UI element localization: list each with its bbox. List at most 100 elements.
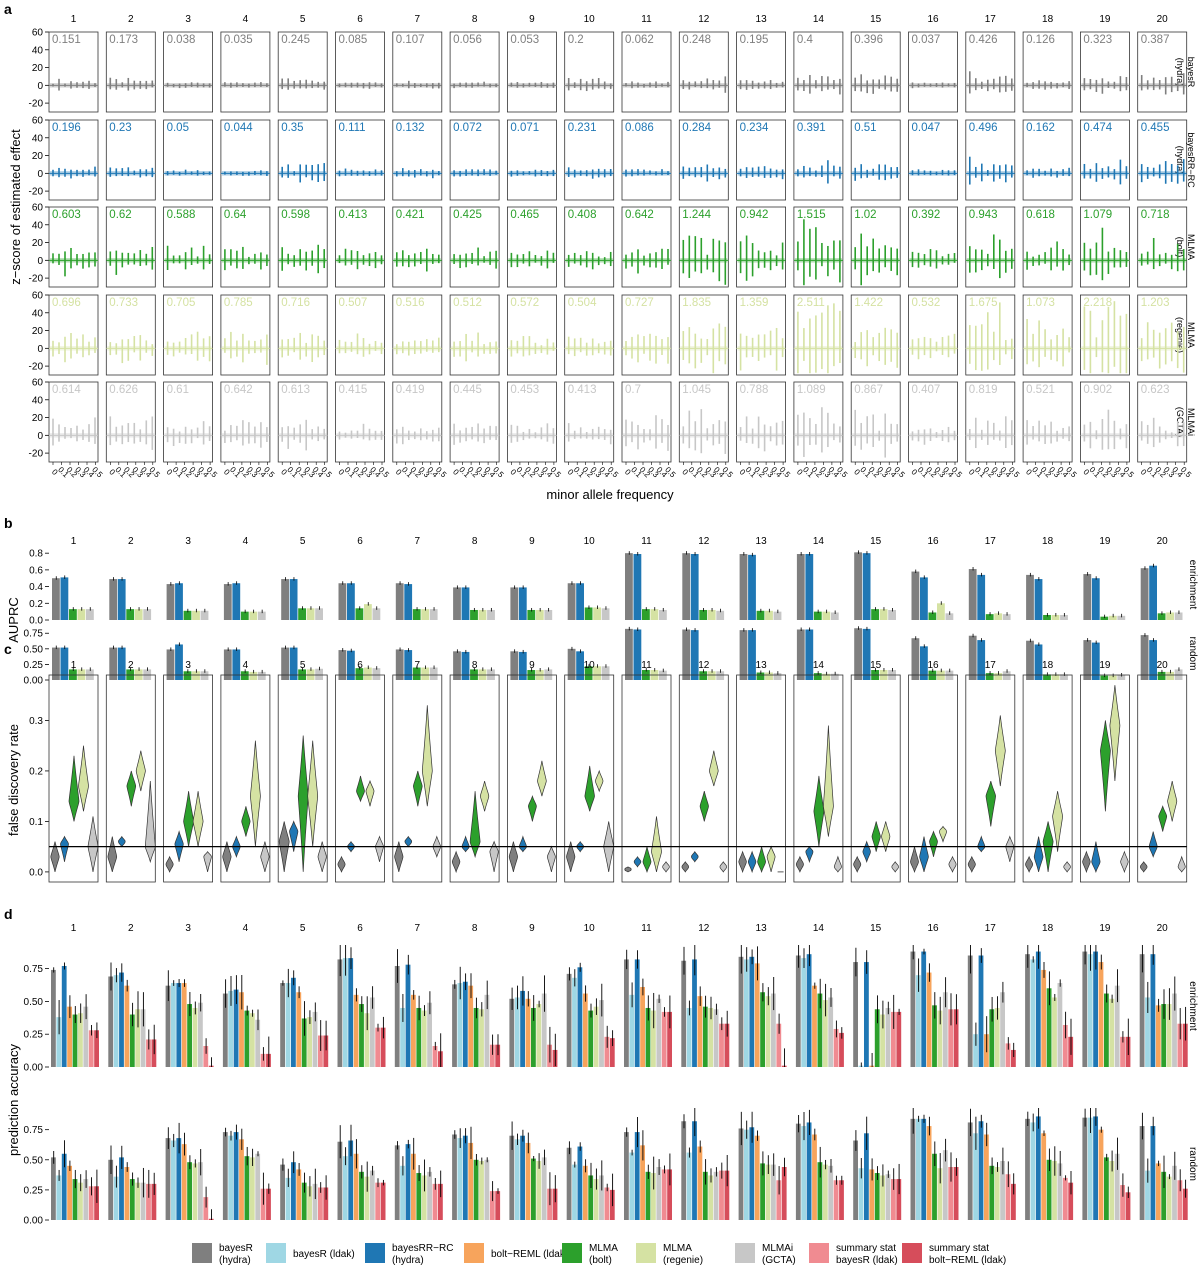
facet-value: 0.35 xyxy=(281,122,303,134)
bar-boltREML xyxy=(697,1146,703,1220)
facet-value: 0.086 xyxy=(625,122,654,134)
facet-value: 0.727 xyxy=(625,297,654,309)
bar-bayesR_ldak xyxy=(457,1138,463,1220)
bar-MLMAi_GCTA xyxy=(429,609,438,620)
bar-MLMAi_GCTA xyxy=(1002,614,1011,620)
bar-MLMA_bolt xyxy=(244,1156,250,1220)
facet-panel xyxy=(793,31,844,113)
bar-ss_bayesR xyxy=(489,1191,495,1220)
x-tick-label: 0.5 xyxy=(549,465,564,480)
bar-bayesR_hydra xyxy=(739,554,748,620)
facet-value: 0.396 xyxy=(854,34,883,46)
bar-MLMA_regenie xyxy=(364,1013,370,1067)
bar-MLMAi_GCTA xyxy=(140,1182,146,1220)
bar-MLMA_bolt xyxy=(699,609,708,620)
y-tick-label: 0.00 xyxy=(24,1216,44,1227)
facet-panel xyxy=(908,206,958,288)
facet-label: 17 xyxy=(985,660,997,671)
facet-value: 0.614 xyxy=(52,384,81,396)
bar-boltREML xyxy=(124,1167,130,1220)
facet-label: 2 xyxy=(128,14,134,25)
violin-MLMA_regenie xyxy=(78,745,89,812)
bar-boltREML xyxy=(984,1134,989,1220)
bar-MLMAi_GCTA xyxy=(1117,675,1126,680)
bar-MLMAi_GCTA xyxy=(1060,614,1068,620)
bar-MLMA_regenie xyxy=(593,1006,599,1067)
x-tick-label: 0.5 xyxy=(663,465,678,480)
facet-label: 14 xyxy=(813,536,825,547)
violin-MLMA_regenie xyxy=(823,725,834,837)
facet-value: 0.445 xyxy=(453,384,482,396)
bar-ss_boltREML xyxy=(839,1180,844,1220)
x-tick-label: 0.5 xyxy=(90,465,105,480)
x-tick-label: 0 xyxy=(337,467,347,477)
facet-panel xyxy=(392,381,443,463)
bar-bayesR_ldak xyxy=(1030,959,1036,1067)
bar-MLMAi_GCTA xyxy=(372,668,381,680)
bar-ss_bayesR xyxy=(88,1186,94,1220)
facet-label: 2 xyxy=(128,660,134,671)
bar-MLMA_bolt xyxy=(473,1159,479,1220)
facet-value: 0.151 xyxy=(52,34,81,46)
bar-bayesR_hydra xyxy=(625,553,633,620)
bar-MLMA_bolt xyxy=(470,609,478,620)
bar-MLMA_regenie xyxy=(708,1007,714,1067)
violin-bayesRR_RC xyxy=(747,850,757,874)
bar-bayesR_ldak xyxy=(915,1118,921,1220)
bar-MLMAi_GCTA xyxy=(1000,1160,1005,1220)
bar-MLMA_bolt xyxy=(1104,1157,1109,1220)
facet-label: 13 xyxy=(756,14,768,25)
facet-label: 20 xyxy=(1157,14,1169,25)
x-tick-label: 0.5 xyxy=(1064,465,1079,480)
y-tick-label: -20 xyxy=(29,187,44,198)
bar-MLMAi_GCTA xyxy=(200,610,209,620)
bar-bayesRR_RC xyxy=(289,579,298,620)
facet-label: 2 xyxy=(128,923,134,934)
facet-value: 1.02 xyxy=(854,209,876,221)
violin-MLMA_bolt xyxy=(241,806,251,837)
bar-MLMA_regenie xyxy=(1051,674,1060,680)
bar-MLMAi_GCTA xyxy=(773,673,782,680)
x-tick-label: 0.5 xyxy=(434,465,449,480)
strip-label: MLMA xyxy=(1186,234,1196,260)
y-tick-label: 40 xyxy=(32,395,44,406)
facet-panel xyxy=(163,381,214,463)
bar-MLMA_regenie xyxy=(364,1176,370,1220)
x-tick-label: 0.5 xyxy=(892,465,907,480)
facet-panel xyxy=(736,381,786,463)
bar-MLMAi_GCTA xyxy=(257,611,266,620)
bar-bayesRR_RC xyxy=(806,954,812,1067)
bar-MLMAi_GCTA xyxy=(828,997,834,1067)
facet-panel xyxy=(449,206,500,288)
bar-boltREML xyxy=(353,994,359,1067)
bar-boltREML xyxy=(353,1153,359,1220)
violin-MLMA_regenie xyxy=(1109,685,1121,782)
bar-bayesR_ldak xyxy=(572,1164,577,1220)
bar-MLMAi_GCTA xyxy=(86,609,94,620)
facet-label: 11 xyxy=(641,923,652,934)
bar-bayesRR_RC xyxy=(461,651,470,680)
bar-MLMA_bolt xyxy=(1100,675,1109,680)
y-tick-label: 0.25 xyxy=(24,1185,44,1196)
bar-bayesR_hydra xyxy=(1140,568,1149,620)
bar-bayesRR_RC xyxy=(233,989,239,1067)
bar-MLMA_regenie xyxy=(593,607,601,620)
bar-MLMA_regenie xyxy=(651,1173,656,1220)
bar-MLMAi_GCTA xyxy=(771,993,776,1067)
bar-MLMA_bolt xyxy=(584,666,593,680)
bar-MLMA_regenie xyxy=(421,609,430,620)
bar-ss_bayesR xyxy=(1177,1023,1183,1067)
bar-MLMA_regenie xyxy=(192,671,200,680)
bar-ss_bayesR xyxy=(1120,1036,1125,1067)
bar-MLMA_bolt xyxy=(187,1004,192,1067)
facet-panel xyxy=(621,119,672,201)
violin-MLMAi_GCTA xyxy=(833,855,842,873)
y-tick-label: 40 xyxy=(32,45,44,56)
x-tick-label: 0 xyxy=(279,467,289,477)
y-tick-label: 20 xyxy=(32,326,44,337)
facet-panel xyxy=(1137,674,1188,883)
x-tick-label: 0.5 xyxy=(205,465,220,480)
strip-label: enrichment xyxy=(1187,560,1198,610)
bar-bayesRR_RC xyxy=(920,577,928,620)
x-tick-label: 0.5 xyxy=(1179,465,1194,480)
